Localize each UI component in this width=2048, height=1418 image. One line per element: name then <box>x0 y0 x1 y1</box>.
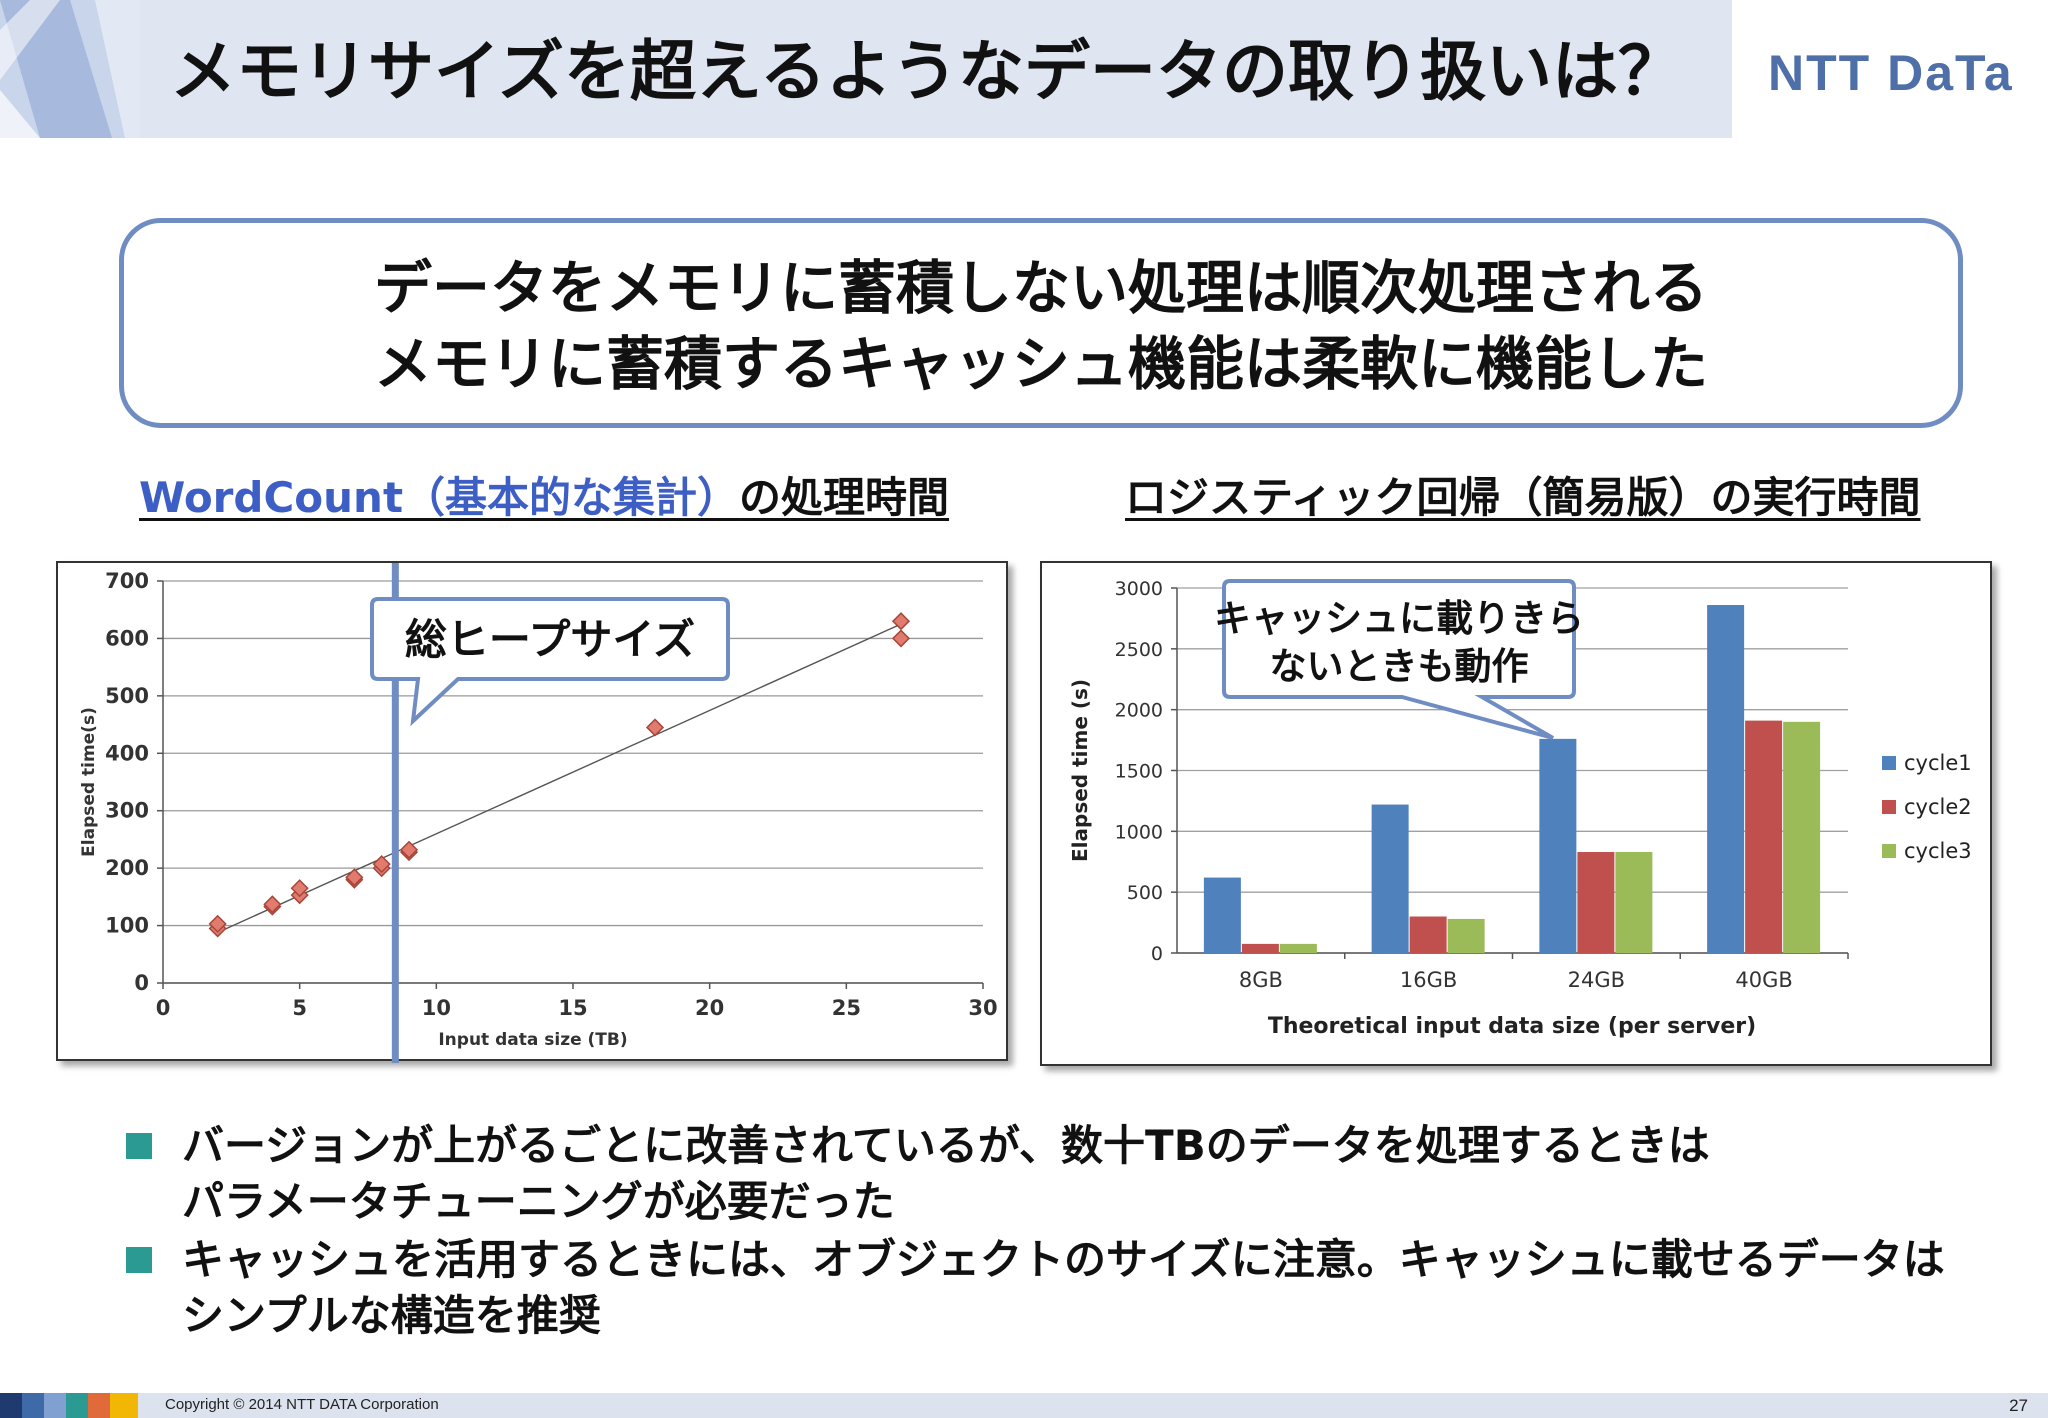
data-point <box>263 895 282 914</box>
y-tick-label: 100 <box>105 914 149 938</box>
x-tick-label: 5 <box>292 996 307 1020</box>
y-tick-label: 2500 <box>1115 639 1163 661</box>
bar-cycle3 <box>1783 721 1821 953</box>
bullet-2-line-2: シンプルな構造を推奨 <box>182 1291 601 1340</box>
logistic-bar-chart: 0 500 1000 1500 2000 2500 3000 8GB 16GB 24GB 40GB T… <box>1068 578 1972 1039</box>
bar-cycle2 <box>1409 916 1447 953</box>
wordcount-heading-rest: の処理時間 <box>739 473 950 522</box>
x-tick-label: 40GB <box>1735 968 1792 992</box>
data-point <box>208 914 227 933</box>
data-point <box>891 629 911 648</box>
footer-swatch <box>44 1393 66 1418</box>
footer-swatch <box>110 1393 138 1418</box>
ntt-data-logo: NTT DaTa <box>1732 0 2048 138</box>
callout-text: 総ヒープサイズ <box>405 615 695 664</box>
footer-swatch <box>0 1393 22 1418</box>
y-tick-label: 500 <box>1127 882 1163 904</box>
data-point <box>891 612 911 631</box>
y-tick-label: 2000 <box>1115 700 1163 722</box>
bar-cycle1 <box>1539 738 1577 953</box>
data-point <box>645 718 665 737</box>
footer-swatch <box>66 1393 88 1418</box>
y-tick-label: 3000 <box>1115 578 1163 600</box>
heap-size-callout: 総ヒープサイズ <box>370 597 730 727</box>
bar-cycle2 <box>1577 852 1615 953</box>
y-axis-label: Elapsed time(s) <box>79 707 99 857</box>
bullet-square-icon <box>126 1133 152 1159</box>
legend-label-cycle1: cycle1 <box>1904 751 1972 775</box>
x-tick-label: 8GB <box>1239 968 1283 992</box>
slide-title: メモリサイズを超えるようなデータの取り扱いは？ <box>170 33 1685 110</box>
bar-cycle1 <box>1203 877 1241 953</box>
bullet-square-icon <box>126 1247 152 1273</box>
callout-text: ないときも動作 <box>1270 645 1529 688</box>
x-tick-label: 16GB <box>1400 968 1457 992</box>
page-number: 27 <box>2009 1396 2028 1415</box>
wordcount-heading-link[interactable]: WordCount（基本的な集計） <box>139 473 740 522</box>
x-axis-label: Theoretical input data size (per server) <box>1268 1014 1756 1039</box>
wordcount-scatter-chart: 0 100 200 300 400 500 600 700 0 5 10 15 20 25 30 Input … <box>79 563 998 1063</box>
legend-swatch-cycle3 <box>1882 844 1896 858</box>
y-tick-label: 0 <box>134 971 149 995</box>
y-tick-label: 700 <box>105 569 149 593</box>
y-tick-label: 0 <box>1151 943 1163 965</box>
footer-swatch <box>88 1393 110 1418</box>
bar-cycle3 <box>1615 852 1653 953</box>
x-tick-label: 25 <box>832 996 861 1020</box>
callout-bubble <box>370 597 730 727</box>
legend-label-cycle3: cycle3 <box>1904 839 1972 863</box>
x-tick-label: 20 <box>695 996 724 1020</box>
callout-bubble <box>1222 579 1576 740</box>
y-tick-label: 200 <box>105 856 149 880</box>
bullet-1-line-1: バージョンが上がるごとに改善されているが、数十TBのデータを処理するときは <box>182 1121 1710 1170</box>
y-axis-label: Elapsed time (s) <box>1068 679 1092 862</box>
x-tick-label: 30 <box>968 996 997 1020</box>
data-point <box>372 855 391 874</box>
wordcount-chart-frame: 0 100 200 300 400 500 600 700 0 5 10 15 20 25 30 Input … <box>56 561 1008 1063</box>
bar-cycle1 <box>1707 605 1745 953</box>
y-tick-label: 1500 <box>1115 761 1163 783</box>
bar-cycle1 <box>1371 804 1409 953</box>
y-tick-label: 1000 <box>1115 821 1163 843</box>
bar-cycle3 <box>1447 918 1485 953</box>
header-band <box>0 0 2048 138</box>
bar-cycle3 <box>1279 943 1317 953</box>
key-message-box: データをメモリに蓄積しない処理は順次処理される メモリに蓄積するキャッシュ機能は… <box>119 218 1963 428</box>
y-tick-label: 300 <box>105 799 149 823</box>
legend-swatch-cycle2 <box>1882 800 1896 814</box>
key-message-line-2: メモリに蓄積するキャッシュ機能は柔軟に機能した <box>373 330 1708 398</box>
logo-text: NTT DaTa <box>1768 45 2014 101</box>
logistic-chart-frame: 0 500 1000 1500 2000 2500 3000 8GB 16GB 24GB 40GB T… <box>1040 561 1992 1066</box>
data-point <box>290 879 309 898</box>
y-tick-label: 500 <box>105 684 149 708</box>
footer-swatch <box>22 1393 44 1418</box>
data-point <box>345 868 364 887</box>
data-point <box>399 840 419 859</box>
legend-label-cycle2: cycle2 <box>1904 795 1972 819</box>
footer-band <box>0 1393 2048 1418</box>
x-tick-label: 10 <box>422 996 451 1020</box>
trendline <box>217 623 902 934</box>
bar-cycle2 <box>1745 720 1783 953</box>
header-decoration <box>0 0 140 138</box>
x-tick-label: 0 <box>156 996 171 1020</box>
y-tick-label: 400 <box>105 741 149 765</box>
logistic-heading: ロジスティック回帰（簡易版）の実行時間 <box>1125 473 1921 522</box>
legend-swatch-cycle1 <box>1882 756 1896 770</box>
callout-text: キャッシュに載りきら <box>1214 597 1584 640</box>
y-tick-label: 600 <box>105 626 149 650</box>
bar-cycle2 <box>1241 943 1279 953</box>
bullet-2-line-1: キャッシュを活用するときには、オブジェクトのサイズに注意。キャッシュに載せるデー… <box>182 1235 1945 1284</box>
x-axis-label: Input data size (TB) <box>438 1030 627 1050</box>
copyright-text: Copyright © 2014 NTT DATA Corporation <box>165 1396 439 1413</box>
x-tick-label: 24GB <box>1568 968 1625 992</box>
x-tick-label: 15 <box>558 996 587 1020</box>
key-message-line-1: データをメモリに蓄積しない処理は順次処理される <box>373 254 1708 322</box>
bullet-1-line-2: パラメータチューニングが必要だった <box>182 1177 895 1226</box>
wordcount-heading: WordCount（基本的な集計）の処理時間 <box>139 470 949 526</box>
